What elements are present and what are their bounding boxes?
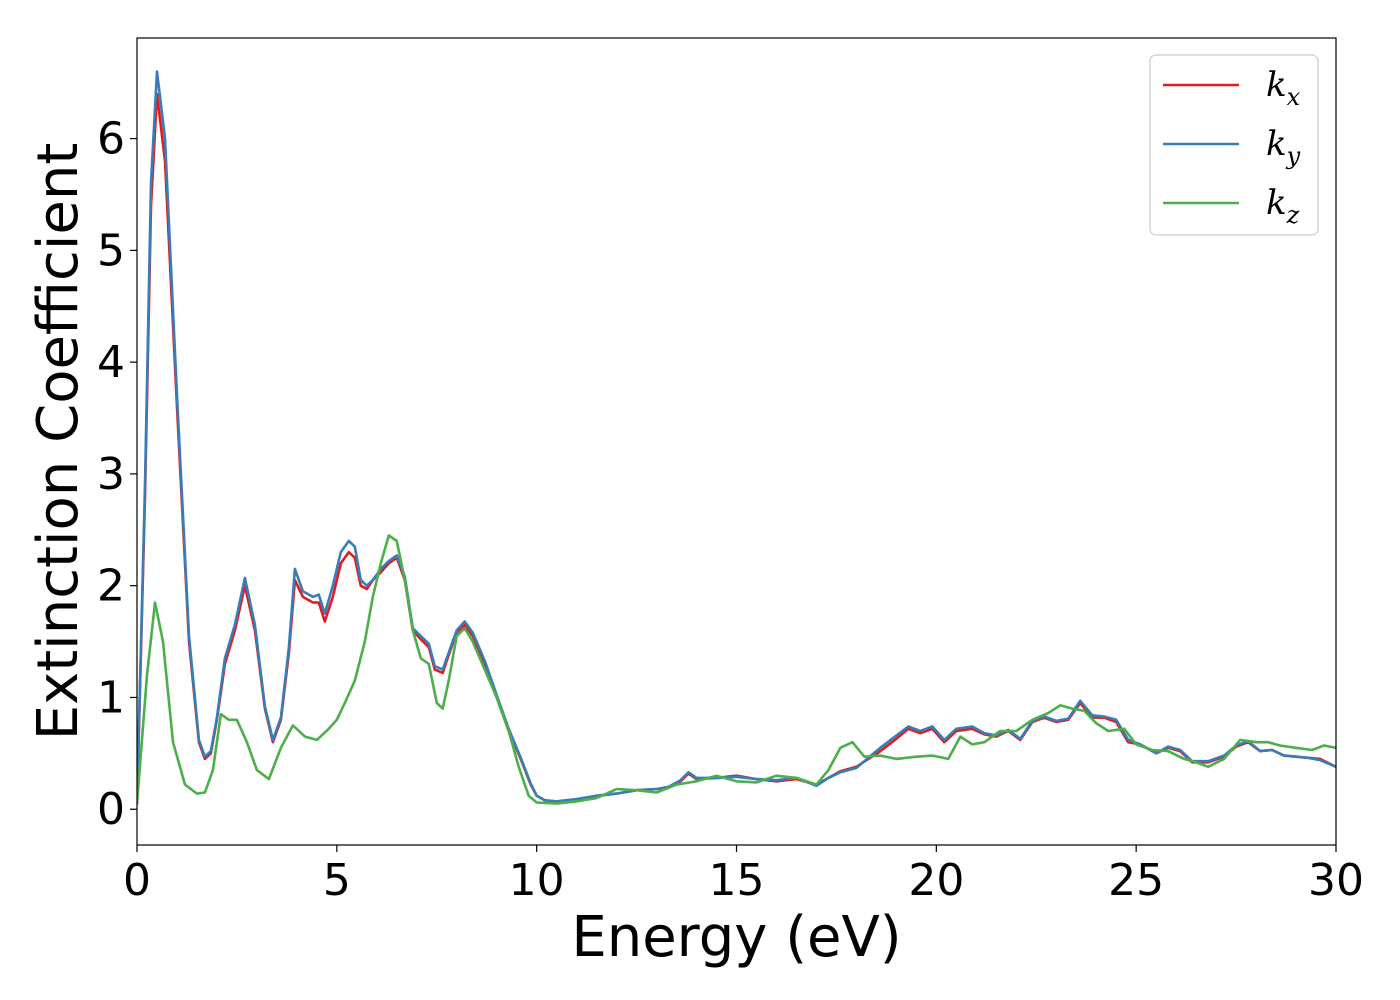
- x-tick-label: 25: [1108, 855, 1164, 906]
- x-axis-title: Energy (eV): [571, 905, 901, 970]
- legend-label-y: ky: [1266, 124, 1301, 170]
- y-tick-label: 2: [97, 561, 125, 612]
- legend-label-x: kx: [1266, 65, 1301, 111]
- y-tick-label: 4: [97, 337, 125, 388]
- y-tick-label: 3: [97, 449, 125, 500]
- y-tick-label: 0: [97, 784, 125, 835]
- x-tick-label: 5: [323, 855, 351, 906]
- x-tick-label: 0: [123, 855, 151, 906]
- x-tick-label: 20: [908, 855, 964, 906]
- series-line-z: [137, 534, 1336, 805]
- legend: kx ky kz: [1149, 54, 1319, 236]
- x-tick-label: 10: [509, 855, 565, 906]
- y-tick-label: 6: [97, 114, 125, 165]
- y-axis-title: Extinction Coefficient: [26, 143, 91, 741]
- y-tick-label: 5: [97, 225, 125, 276]
- x-tick-label: 15: [709, 855, 765, 906]
- y-axis: 0 1 2 3 4 5 6: [97, 114, 137, 835]
- x-axis: 0 5 10 15 20 25 30: [123, 845, 1364, 906]
- legend-label-z: kz: [1266, 183, 1300, 229]
- x-tick-label: 30: [1308, 855, 1364, 906]
- plot-lines: [137, 70, 1336, 805]
- y-tick-label: 1: [97, 672, 125, 723]
